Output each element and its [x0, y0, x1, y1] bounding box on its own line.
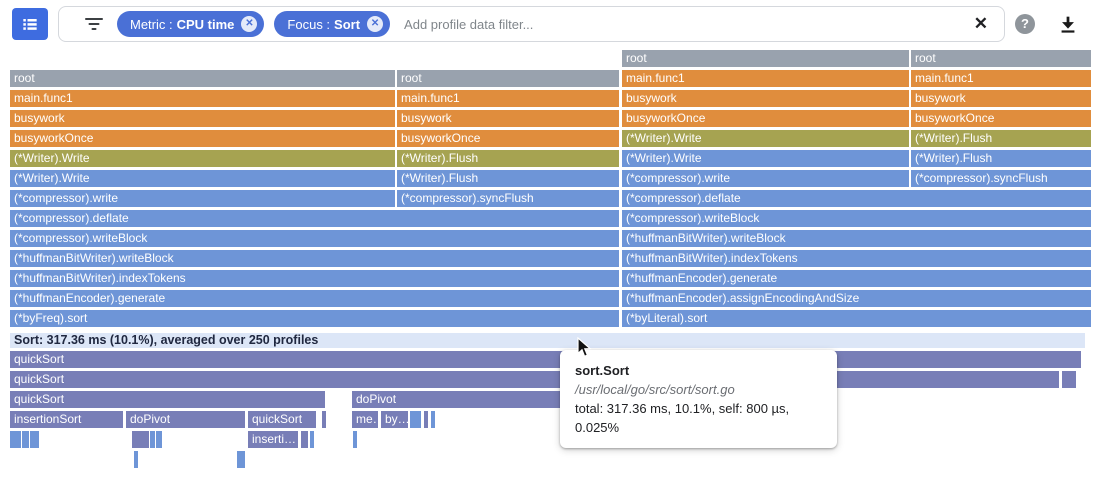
flame-box[interactable]: (*compressor).write [10, 190, 395, 207]
flame-box[interactable]: (*Writer).Flush [397, 150, 619, 167]
flame-box[interactable]: busyworkOnce [622, 110, 909, 127]
tooltip: sort.Sort /usr/local/go/src/sort/sort.go… [560, 350, 837, 448]
chip-cancel-icon[interactable]: ✕ [367, 16, 384, 32]
flame-box[interactable]: busyworkOnce [10, 130, 395, 147]
chip-label-prefix: Focus : [287, 16, 331, 32]
flame-box[interactable]: (*compressor).write [622, 170, 909, 187]
flame-box[interactable]: (*Writer).Write [10, 150, 395, 167]
download-icon [1061, 16, 1075, 33]
flame-box[interactable]: (*compressor).writeBlock [10, 230, 619, 247]
flame-box[interactable] [30, 431, 39, 448]
flame-box[interactable]: insertionSort [10, 411, 123, 428]
flame-box[interactable]: doPivot [126, 411, 245, 428]
flame-box[interactable] [237, 451, 241, 468]
flame-box[interactable]: quickSort [248, 411, 316, 428]
flame-box[interactable]: busywork [397, 110, 619, 127]
flame-box[interactable] [150, 431, 155, 448]
flame-box[interactable] [22, 431, 29, 448]
flame-box[interactable]: busywork [10, 110, 395, 127]
flame-box[interactable]: main.func1 [397, 90, 619, 107]
flame-box[interactable]: me… [352, 411, 378, 428]
flame-box[interactable]: root [911, 50, 1091, 67]
flame-box[interactable]: (*compressor).writeBlock [622, 210, 1091, 227]
flame-box[interactable]: (*huffmanBitWriter).writeBlock [622, 230, 1091, 247]
flame-box[interactable]: (*huffmanEncoder).generate [622, 270, 1091, 287]
flame-box[interactable] [156, 431, 162, 448]
filter-list-icon [85, 18, 103, 30]
chip-label-prefix: Metric : [130, 16, 173, 32]
flame-box[interactable]: (*compressor).deflate [10, 210, 619, 227]
app-toolbar: Metric : CPU time ✕ Focus : Sort ✕ Add p… [0, 0, 1096, 48]
help-button[interactable]: ? [1015, 14, 1035, 34]
flame-box[interactable]: (*huffmanBitWriter).indexTokens [622, 250, 1091, 267]
flame-box[interactable]: (*huffmanEncoder).generate [10, 290, 619, 307]
flame-box[interactable] [353, 431, 357, 448]
flame-box[interactable] [301, 431, 308, 448]
flame-box[interactable]: (*compressor).deflate [622, 190, 1091, 207]
flame-box[interactable]: (*huffmanBitWriter).writeBlock [10, 250, 619, 267]
flame-box[interactable] [10, 431, 21, 448]
sort-summary-row[interactable]: Sort: 317.36 ms (10.1%), averaged over 2… [10, 333, 1085, 348]
flame-box[interactable]: (*Writer).Flush [911, 150, 1091, 167]
flame-box[interactable]: quickSort [10, 371, 1059, 388]
flame-box[interactable] [410, 411, 421, 428]
flame-box[interactable]: inserti… [248, 431, 298, 448]
flame-box[interactable]: root [397, 70, 619, 87]
flame-box[interactable]: busyworkOnce [397, 130, 619, 147]
view-list-icon [23, 19, 37, 30]
flame-box[interactable]: busyworkOnce [911, 110, 1091, 127]
flame-box[interactable]: main.func1 [911, 70, 1091, 87]
flame-box[interactable]: (*Writer).Write [622, 130, 909, 147]
flame-box[interactable]: by… [381, 411, 408, 428]
profile-list-button[interactable] [12, 8, 48, 40]
flame-box[interactable] [1062, 371, 1076, 388]
flame-box[interactable]: root [622, 50, 909, 67]
flame-box[interactable] [241, 451, 245, 468]
chip-label-value: CPU time [176, 16, 235, 32]
tooltip-file-path: /usr/local/go/src/sort/sort.go [575, 382, 735, 397]
flame-box[interactable]: (*byLiteral).sort [622, 310, 1091, 327]
flame-box[interactable]: quickSort [10, 351, 1081, 368]
filter-input[interactable]: Add profile data filter... [404, 16, 534, 32]
flame-box[interactable]: (*Writer).Write [10, 170, 395, 187]
flame-box[interactable]: (*Writer).Flush [397, 170, 619, 187]
filter-chip-metric[interactable]: Metric : CPU time ✕ [117, 11, 265, 37]
flame-box[interactable]: main.func1 [622, 70, 909, 87]
flame-box[interactable]: (*Writer).Flush [911, 130, 1091, 147]
flame-box[interactable]: (*huffmanBitWriter).indexTokens [10, 270, 619, 287]
flame-box[interactable]: (*compressor).syncFlush [911, 170, 1091, 187]
flame-box[interactable]: (*compressor).syncFlush [397, 190, 619, 207]
flame-box[interactable]: (*byFreq).sort [10, 310, 619, 327]
flame-box[interactable]: quickSort [10, 391, 325, 408]
flame-box[interactable] [134, 451, 138, 468]
flame-box[interactable] [424, 411, 428, 428]
flame-box[interactable]: root [10, 70, 395, 87]
filter-chip-focus[interactable]: Focus : Sort ✕ [274, 11, 391, 37]
chip-cancel-icon[interactable]: ✕ [241, 16, 258, 32]
clear-filters-button[interactable]: ✕ [973, 14, 988, 33]
flame-box[interactable]: (*Writer).Write [622, 150, 909, 167]
filter-bar[interactable]: Metric : CPU time ✕ Focus : Sort ✕ Add p… [58, 6, 1005, 42]
download-button[interactable] [1057, 13, 1079, 35]
flame-box[interactable] [322, 411, 326, 428]
flame-box[interactable]: main.func1 [10, 90, 395, 107]
tooltip-totals: total: 317.36 ms, 10.1%, self: 800 µs, 0… [575, 401, 790, 435]
flame-box[interactable]: (*huffmanEncoder).assignEncodingAndSize [622, 290, 1091, 307]
tooltip-title: sort.Sort [575, 363, 630, 378]
flame-box[interactable]: busywork [622, 90, 909, 107]
chip-label-value: Sort [334, 16, 361, 32]
flame-box[interactable] [431, 411, 435, 428]
flame-box[interactable]: busywork [911, 90, 1091, 107]
flame-box[interactable] [310, 431, 314, 448]
flame-box[interactable] [132, 431, 149, 448]
